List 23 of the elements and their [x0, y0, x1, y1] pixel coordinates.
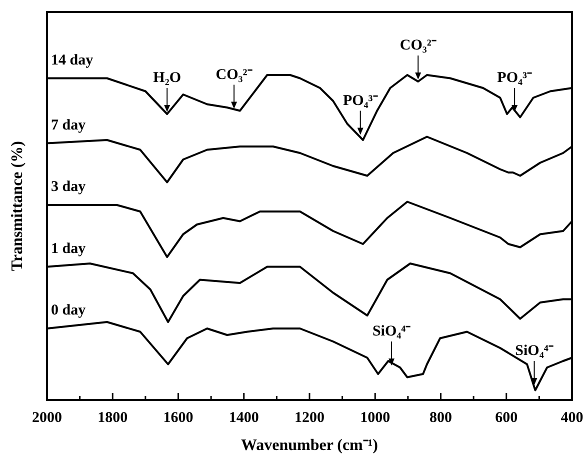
annotation: PO₄³⁻ [497, 70, 532, 86]
series-label: 0 day [51, 302, 86, 318]
x-tick-label: 1600 [163, 410, 194, 426]
series-label: 14 day [51, 52, 94, 68]
series-label: 1 day [51, 240, 86, 257]
series-label: 7 day [51, 117, 86, 134]
y-axis-title: Transmittance (%) [9, 141, 26, 271]
x-axis-title: Wavenumber (cm⁻¹) [240, 437, 378, 454]
annotation: SiO₄⁴⁻ [515, 343, 554, 359]
annotation: SiO₄⁴⁻ [372, 324, 411, 340]
annotation: PO₄³⁻ [342, 92, 378, 109]
x-tick-label: 1400 [228, 410, 259, 426]
annotation: CO₃²⁻ [216, 66, 252, 83]
annotation: H₂O [153, 70, 182, 86]
x-tick-label: 1800 [98, 410, 128, 426]
x-tick-label: 600 [495, 410, 518, 426]
x-tick-label: 1000 [360, 410, 390, 426]
x-tick-label: 2000 [32, 410, 62, 426]
annotation: CO₃²⁻ [400, 38, 436, 54]
x-tick-label: 800 [430, 410, 452, 426]
series-label: 3 day [51, 179, 86, 195]
x-tick-label: 400 [560, 410, 584, 426]
x-tick-label: 1200 [294, 410, 324, 426]
